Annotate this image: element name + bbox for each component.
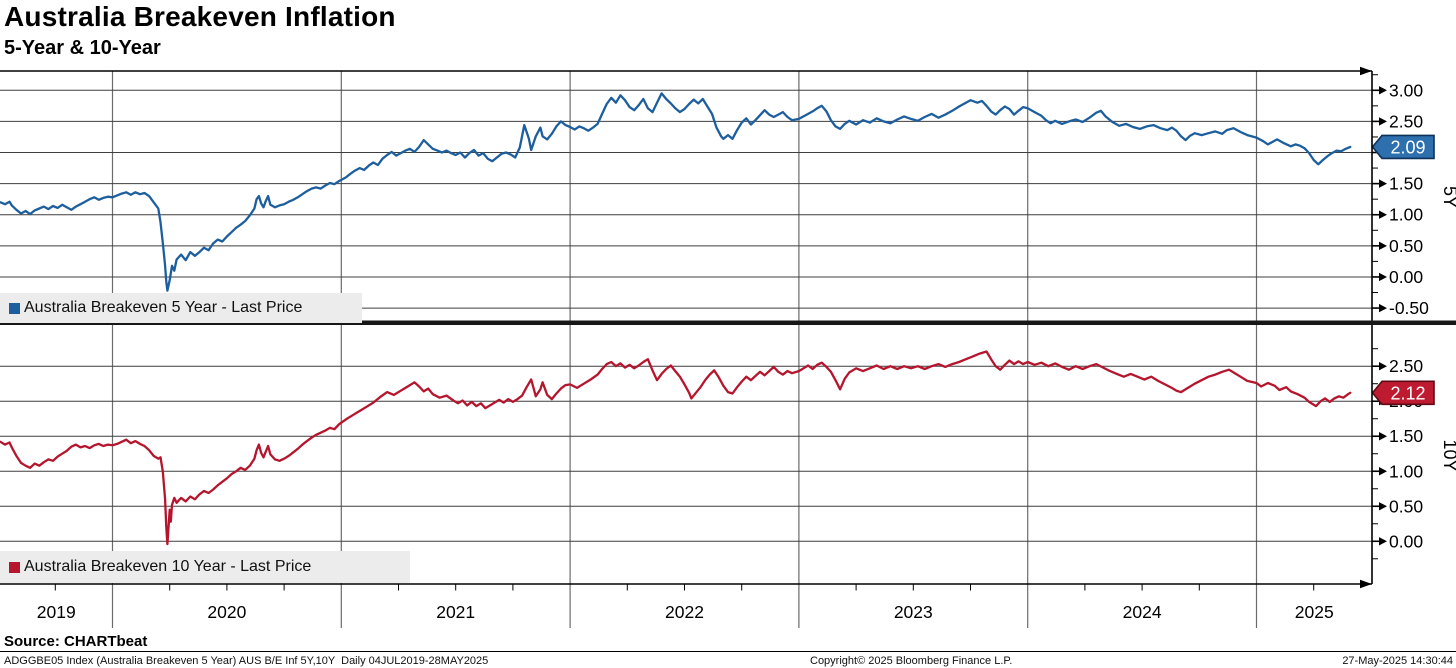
last-price-badge-5y [1371,134,1435,160]
x-year-label: 2022 [665,602,704,622]
footer-timestamp: 27-May-2025 14:30:44 [1342,655,1453,667]
series-line-5y [0,92,1352,292]
x-year-label: 2024 [1123,602,1162,622]
frame-top-arrow-icon [1360,66,1372,76]
panel-axis-label-10y: 10Y [1440,439,1456,471]
panel-axis-label-5y: 5Y [1440,186,1456,208]
y-tick-label: 0.50 [1389,496,1423,516]
y-tick-label: 0.00 [1389,267,1423,287]
last-price-value-10y: 2.12 [1390,383,1425,403]
y-tick-arrow-icon [1379,502,1387,511]
y-tick-arrow-icon [1379,117,1387,126]
y-tick-arrow-icon [1379,210,1387,219]
y-tick-arrow-icon [1379,362,1387,371]
legend-swatch-5y-icon [9,302,20,314]
y-tick-arrow-icon [1379,179,1387,188]
y-tick-label: 1.00 [1389,205,1423,225]
y-tick-label: 1.50 [1389,174,1423,194]
legend-label-5y: Australia Breakeven 5 Year - Last Price [24,299,303,316]
y-tick-label: 0.00 [1389,531,1423,551]
x-year-label: 2023 [894,602,933,622]
x-year-label: 2025 [1295,602,1334,622]
y-tick-arrow-icon [1379,272,1387,282]
footer-ticker-info: ADGGBE05 Index (Australia Breakeven 5 Ye… [4,655,489,667]
y-tick-label: 1.50 [1389,426,1423,446]
legend-5y: Australia Breakeven 5 Year - Last Price [0,293,362,323]
page-subtitle: 5-Year & 10-Year [4,37,161,59]
last-price-value-5y: 2.09 [1390,137,1425,157]
y-tick-label: -0.50 [1389,298,1429,318]
y-tick-label: 3.00 [1389,80,1423,100]
y-tick-arrow-icon [1379,303,1387,313]
frame-bottom-arrow-icon [1360,579,1372,589]
y-tick-label: 0.50 [1389,236,1423,256]
footer-copyright: Copyright© 2025 Bloomberg Finance L.P. [810,655,1013,667]
x-year-label: 2021 [436,602,475,622]
legend-10y: Australia Breakeven 10 Year - Last Price [0,551,410,583]
y-tick-label: 2.50 [1389,356,1423,376]
series-line-10y [0,350,1352,546]
legend-swatch-10y-icon [9,561,20,573]
y-tick-label: 2.50 [1389,111,1423,131]
y-tick-label: 1.00 [1389,461,1423,481]
panel-separator [0,320,1456,325]
y-tick-arrow-icon [1379,467,1387,476]
source-line: Source: CHARTbeat [4,633,148,650]
y-tick-arrow-icon [1379,241,1387,251]
x-year-label: 2019 [37,602,76,622]
footer-divider [0,651,1456,652]
last-price-badge-10y [1371,380,1435,406]
x-year-label: 2020 [207,602,246,622]
y-tick-arrow-icon [1379,537,1387,546]
legend-label-10y: Australia Breakeven 10 Year - Last Price [24,558,312,575]
y-tick-arrow-icon [1379,86,1387,95]
page-title: Australia Breakeven Inflation [4,1,396,32]
y-tick-arrow-icon [1379,432,1387,441]
